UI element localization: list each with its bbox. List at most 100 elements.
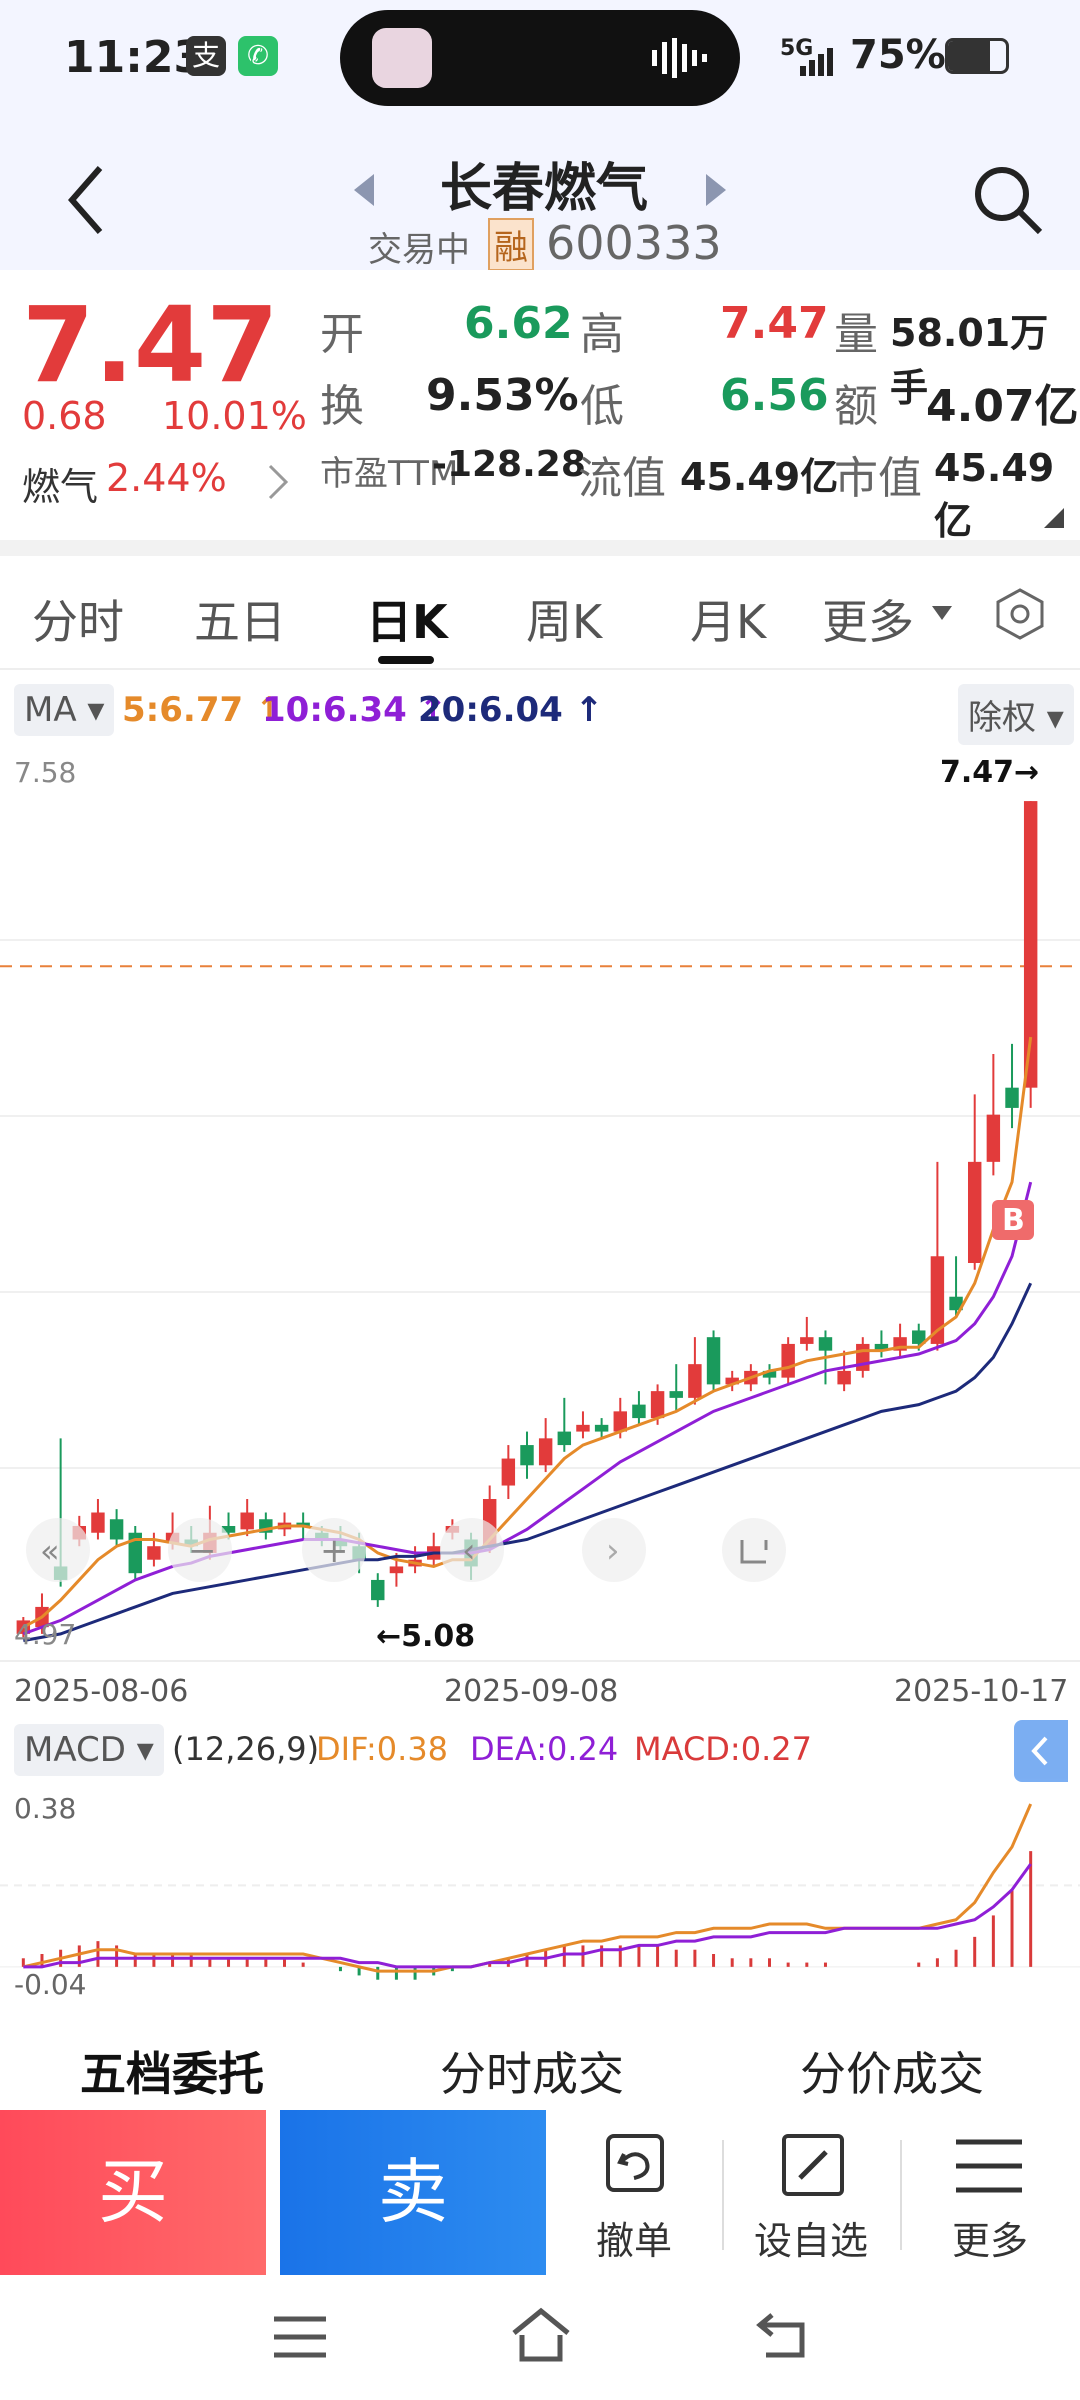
sector-link[interactable]: 燃气 2.44% — [22, 456, 302, 512]
candle-body — [781, 1343, 795, 1378]
buy-button[interactable]: 买 — [0, 2110, 266, 2275]
x-axis-label: 2025-08-06 — [14, 1674, 189, 1709]
macd-lines — [22, 1803, 1033, 1973]
ma10-value: 10:6.34 ↑ — [262, 690, 448, 730]
edit-icon — [782, 2134, 844, 2196]
last-price: 7.47 — [22, 284, 279, 406]
menu-icon[interactable] — [272, 2315, 328, 2359]
y-max-label: 7.58 — [14, 756, 76, 789]
search-icon[interactable] — [970, 162, 1046, 238]
add-watchlist-button[interactable]: 设自选 — [740, 2110, 900, 2275]
pay-icon: 支 — [186, 36, 226, 76]
zoom-out-button[interactable] — [168, 1518, 232, 1582]
candle-body — [613, 1411, 627, 1432]
pe-value: -128.28 — [432, 444, 586, 485]
cancel-order-button[interactable]: 撤单 — [560, 2110, 710, 2275]
macd-label: MACD — [24, 1730, 126, 1770]
candle-body — [650, 1391, 665, 1419]
candle-body — [296, 1522, 310, 1526]
tab-price-trades[interactable]: 分价成交 — [800, 2047, 984, 2101]
macd-grid — [0, 1884, 1080, 1968]
status-bar: 11:23 支 ✆ 5G 75% — [0, 0, 1080, 120]
dea-value: DEA:0.24 — [470, 1730, 619, 1768]
settings-hex-icon[interactable] — [992, 586, 1048, 642]
last-price-marker: 7.47→ — [940, 755, 1039, 790]
tab-daily-k[interactable]: 日K — [366, 595, 448, 649]
pe-label: 市盈TTM — [320, 454, 459, 494]
candle-body — [576, 1424, 590, 1432]
candle-body — [538, 1438, 553, 1466]
media-thumbnail-icon — [372, 28, 432, 88]
chevron-right-icon: › — [606, 1531, 620, 1571]
sell-label: 卖 — [378, 2151, 448, 2233]
margin-badge: 融 — [488, 218, 534, 271]
candle-body — [986, 1114, 1001, 1162]
back-icon[interactable] — [752, 2309, 812, 2361]
macd-params: (12,26,9) — [172, 1730, 320, 1768]
buy-signal-badge[interactable] — [992, 1200, 1034, 1240]
home-icon[interactable] — [508, 2305, 574, 2365]
candle-body — [109, 1519, 124, 1540]
x-axis-label: 2025-10-17 — [894, 1674, 1069, 1709]
buy-signal-label: B — [1002, 1203, 1025, 1238]
stock-name: 长春燃气 — [440, 159, 649, 219]
candle-body — [389, 1566, 404, 1574]
plus-icon: + — [320, 1531, 349, 1571]
undo-icon — [606, 2134, 664, 2192]
macd-selector[interactable]: MACD ▾ — [14, 1724, 164, 1776]
chart-nav-controls: « − + ‹ › — [26, 1518, 786, 1582]
macd-indicator-bar: MACD ▾ (12,26,9) DIF:0.38 DEA:0.24 MACD:… — [0, 1720, 1080, 1782]
audio-wave-icon — [652, 38, 707, 78]
candle-body — [725, 1377, 739, 1385]
prev-stock-icon[interactable] — [352, 172, 376, 208]
chevron-right-icon — [268, 464, 289, 500]
ma20-line — [23, 1282, 1033, 1643]
volume-value: 58.01万手 — [890, 311, 1049, 410]
candle-body — [800, 1337, 814, 1344]
tab-order-book[interactable]: 五档委托 — [80, 2047, 264, 2101]
macd-y-top-label: 0.38 — [14, 1792, 76, 1825]
y-min-label: 4.97 — [14, 1618, 76, 1651]
candle-body — [856, 1343, 870, 1371]
step-left-button[interactable] — [440, 1518, 504, 1582]
buy-label: 买 — [98, 2151, 168, 2233]
candle-body — [557, 1431, 572, 1446]
candlestick-chart[interactable]: 7.58 4.97 7.47→ ←5.08 B « − + ‹ › — [0, 744, 1080, 1664]
tab-intraday[interactable]: 分时 — [32, 595, 124, 649]
adjust-selector[interactable]: 除权 ▾ — [958, 684, 1074, 745]
caret-down-icon — [932, 606, 952, 620]
dea-line — [23, 1863, 1032, 1969]
fullscreen-button[interactable] — [722, 1518, 786, 1582]
tab-tick-trades[interactable]: 分时成交 — [440, 2047, 624, 2101]
next-stock-icon[interactable] — [704, 172, 728, 208]
tab-five-day[interactable]: 五日 — [194, 595, 286, 649]
step-right-button[interactable] — [582, 1518, 646, 1582]
sell-button[interactable]: 卖 — [280, 2110, 546, 2275]
zoom-in-button[interactable] — [302, 1518, 366, 1582]
low-value: 6.56 — [720, 370, 829, 421]
expand-corner-icon[interactable] — [1044, 508, 1064, 528]
tab-more[interactable]: 更多 — [822, 595, 914, 649]
low-price-marker: ←5.08 — [376, 1619, 475, 1654]
market-cap-label: 市值 — [834, 453, 922, 504]
candle-body — [371, 1579, 385, 1601]
ma-selector[interactable]: MA ▾ — [14, 684, 115, 736]
candle-body — [669, 1391, 683, 1398]
cancel-order-label: 撤单 — [596, 2219, 673, 2263]
pan-left-button[interactable] — [26, 1518, 90, 1582]
system-nav-bar — [0, 2275, 1080, 2400]
macd-chart[interactable]: 0.38 -0.04 — [0, 1784, 1080, 2004]
candle-body — [520, 1445, 534, 1466]
more-button[interactable]: 更多 — [920, 2110, 1070, 2275]
period-tabs: 分时 五日 日K 周K 月K 更多 — [0, 556, 1080, 670]
trade-state: 交易中 — [368, 230, 470, 270]
tab-monthly-k[interactable]: 月K — [690, 595, 767, 649]
candle-body — [706, 1337, 721, 1385]
candle-body — [91, 1512, 105, 1533]
candle-body — [1005, 1087, 1019, 1108]
chevron-left-icon — [1031, 1736, 1048, 1766]
tab-weekly-k[interactable]: 周K — [526, 595, 603, 649]
collapse-panel-button[interactable] — [1014, 1720, 1068, 1782]
back-arrow-icon[interactable] — [60, 160, 110, 240]
candle-body — [949, 1296, 963, 1311]
